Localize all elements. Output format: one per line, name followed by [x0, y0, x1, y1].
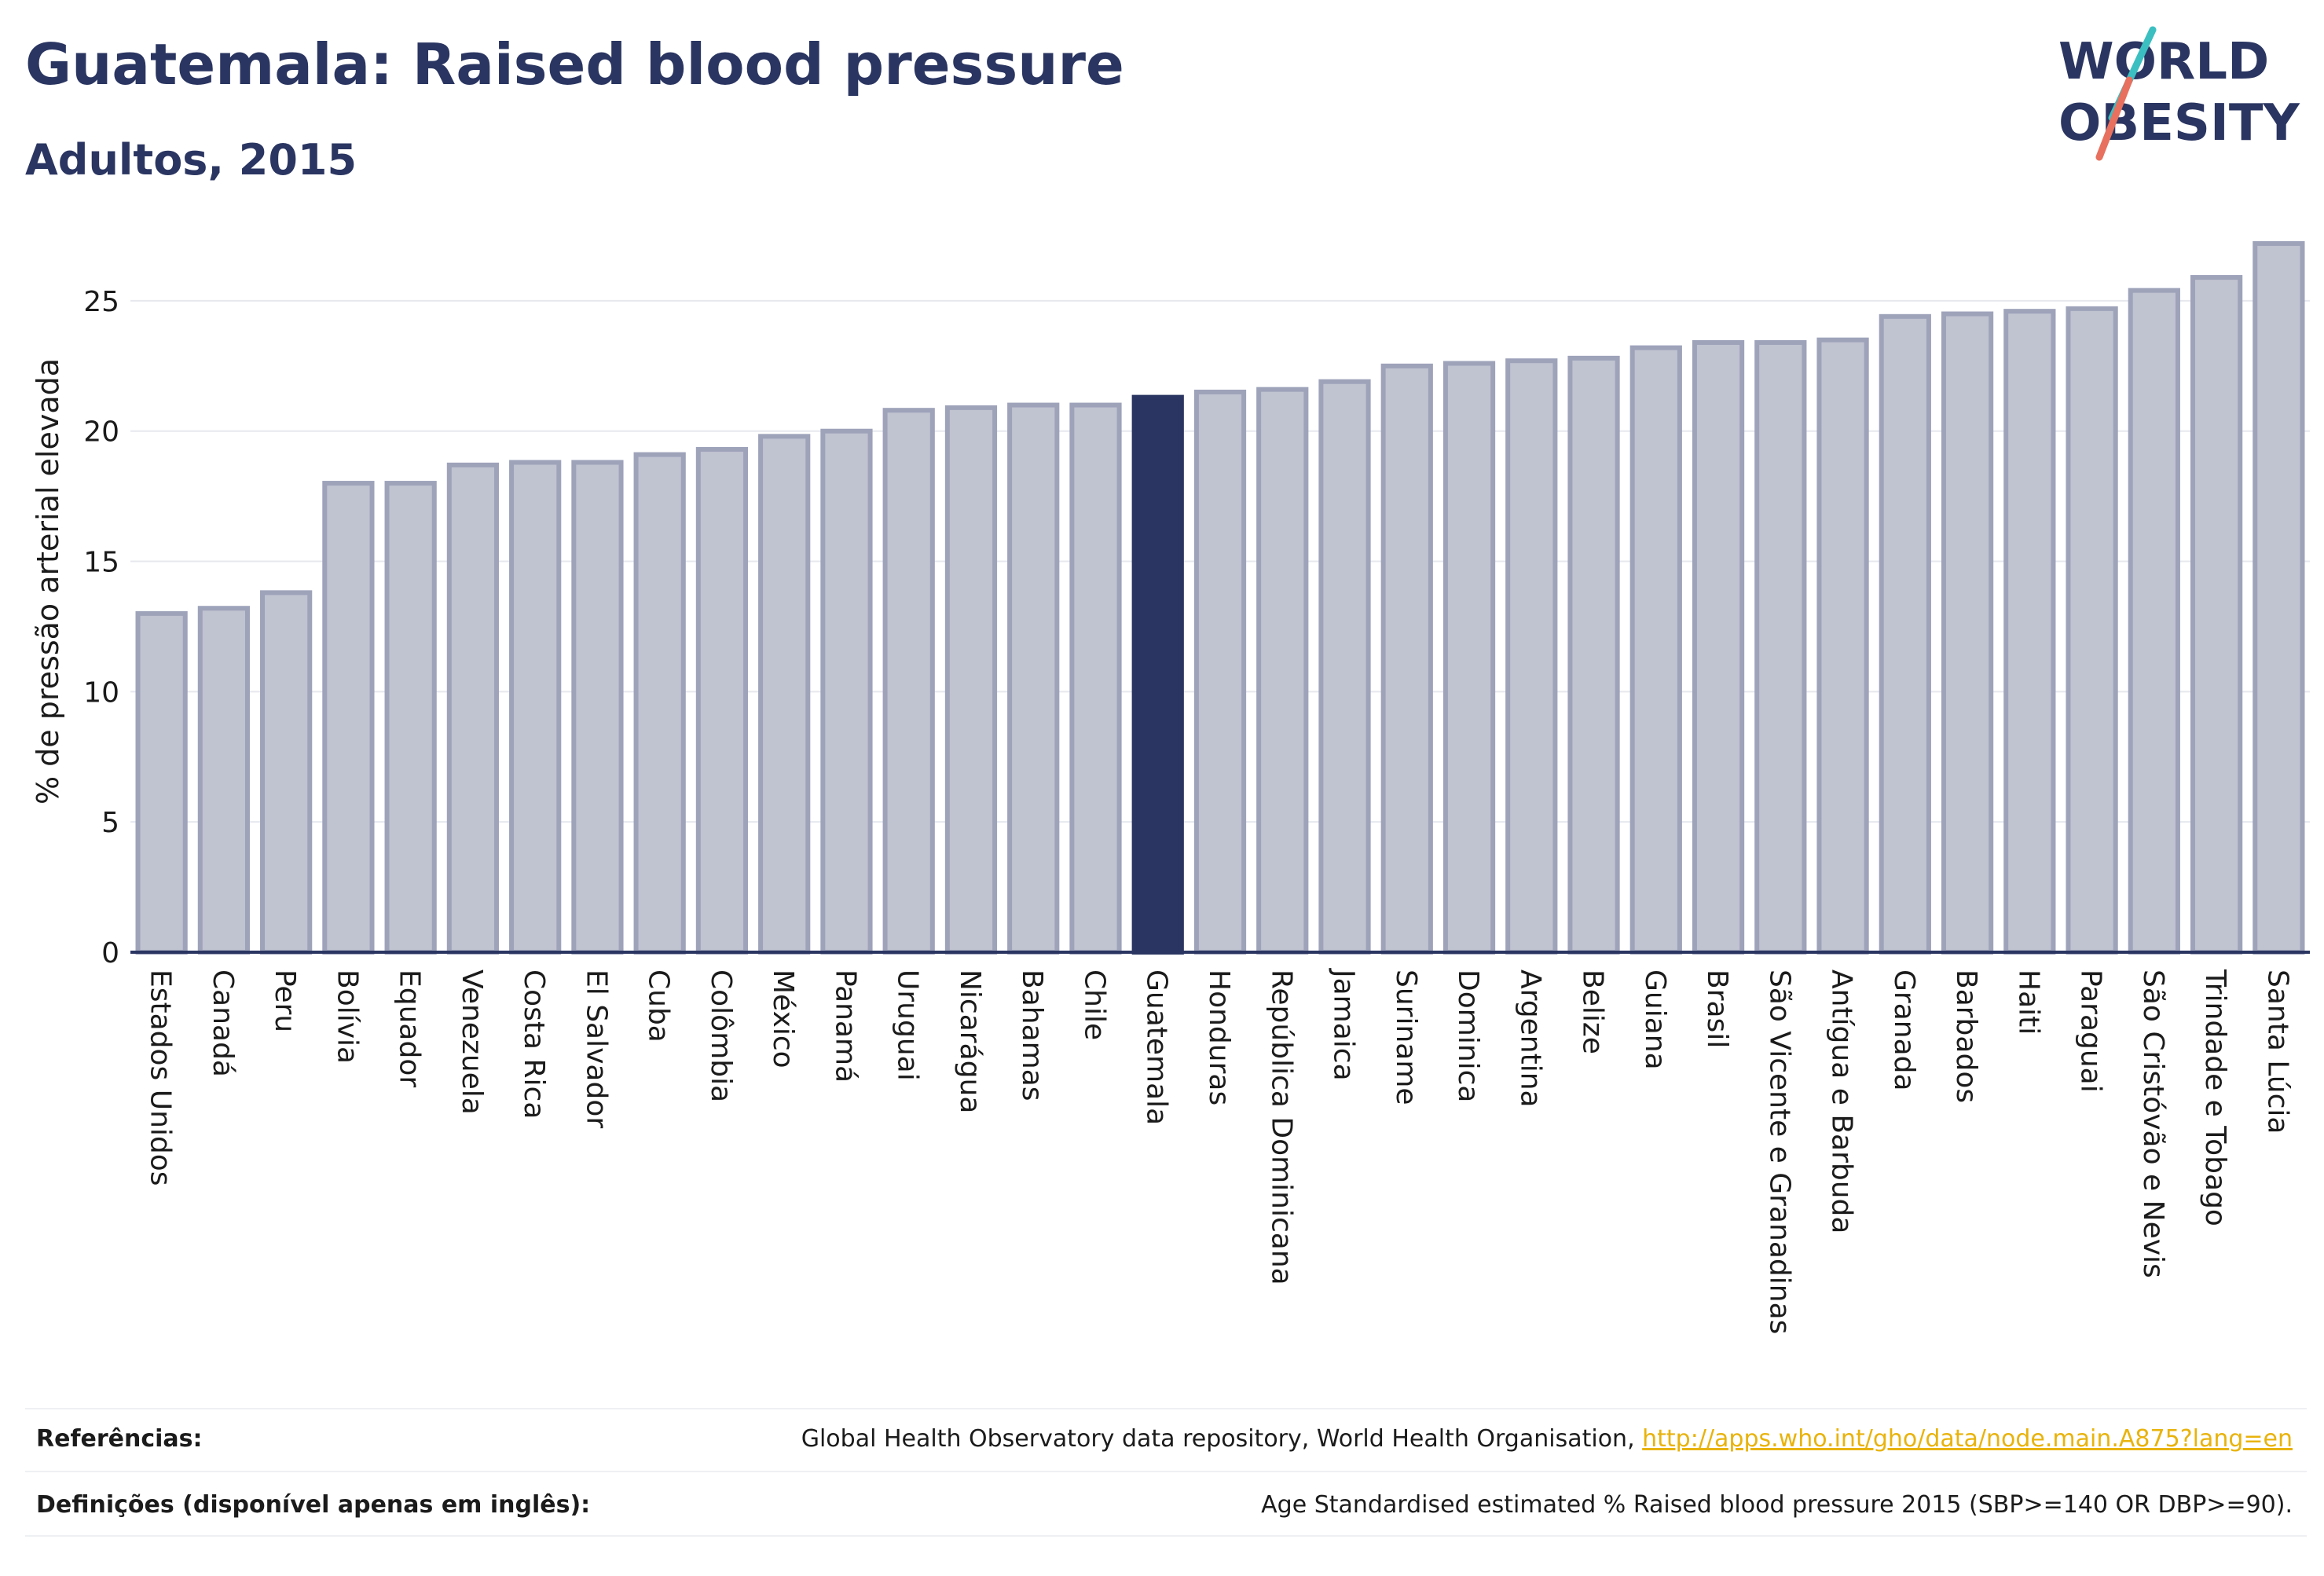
bar [571, 460, 624, 955]
x-tick-label: Dominica [1452, 969, 1484, 1103]
references-text: Global Health Observatory data repositor… [801, 1425, 1643, 1453]
x-tick-label: Honduras [1203, 969, 1235, 1105]
footer-divider-middle [25, 1471, 2307, 1472]
bar [695, 446, 749, 955]
x-tick-label: Trindade e Tobago [2199, 969, 2231, 1226]
bar [1816, 337, 1869, 955]
x-tick-label: Estados Unidos [145, 969, 177, 1186]
bar [1567, 355, 1620, 955]
x-tick-label: Brasil [1701, 969, 1733, 1048]
x-tick-label: Guiana [1639, 969, 1671, 1070]
y-tick-label: 20 [83, 416, 119, 449]
y-tick-label: 5 [101, 807, 119, 839]
x-tick-label: Venezuela [456, 969, 488, 1115]
x-tick-label: Argentina [1514, 969, 1546, 1108]
bar [1193, 389, 1247, 955]
bar [1941, 311, 1994, 955]
x-tick-label: República Dominicana [1265, 969, 1297, 1285]
bar-chart: 0 5 10 15 20 25 Estados Unidos Canadá Peru Bolívi… [31, 240, 2310, 1334]
bar [1380, 363, 1433, 955]
bar-highlight [1131, 394, 1184, 955]
bar [446, 462, 500, 955]
x-tick-label: Bahamas [1016, 969, 1048, 1101]
x-tick-label: Barbados [1950, 969, 1982, 1103]
x-tick-label: Panamá [829, 969, 861, 1083]
footer-divider-bottom [25, 1535, 2307, 1537]
x-tick-label: São Vicente e Granadinas [1763, 969, 1795, 1334]
x-tick-label: Paraguai [2075, 969, 2107, 1093]
x-tick-label: Peru [269, 969, 301, 1032]
x-tick-label: Guatemala [1141, 969, 1173, 1125]
bar [384, 481, 437, 955]
footer-divider-top [25, 1408, 2307, 1409]
bar [1069, 402, 1122, 955]
bar [1442, 361, 1496, 955]
world-obesity-logo: WORLD OBESITY [2058, 26, 2300, 161]
logo-line2: OBESITY [2058, 94, 2300, 152]
y-tick-label: 0 [101, 937, 119, 969]
x-tick-label: Canadá [207, 969, 239, 1077]
bar [2253, 240, 2305, 955]
bar [2003, 309, 2056, 955]
x-tick-label: México [767, 969, 799, 1068]
x-tick-label: Haiti [2012, 969, 2044, 1035]
x-tick-label: El Salvador [580, 969, 612, 1128]
bar [820, 428, 873, 955]
bar [509, 460, 562, 955]
logo-slash-coral [2095, 76, 2133, 161]
bar [944, 405, 998, 955]
bar [1007, 402, 1060, 955]
x-tick-label: Antígua e Barbuda [1826, 969, 1858, 1233]
references-link[interactable]: http://apps.who.int/gho/data/node.main.A… [1642, 1425, 2293, 1453]
x-tick-label: Jamaica [1328, 968, 1360, 1081]
bar [322, 481, 375, 955]
x-tick-label: São Cristóvão e Nevis [2137, 969, 2169, 1278]
bars [135, 240, 2305, 955]
page-title: Guatemala: Raised blood pressure [25, 31, 1124, 97]
references-value: Global Health Observatory data repositor… [801, 1425, 2293, 1453]
x-tick-label: Nicarágua [954, 969, 986, 1113]
bar [197, 606, 251, 955]
definitions-label: Definições (disponível apenas em inglês)… [36, 1491, 591, 1519]
x-tick-label: Equador [394, 969, 426, 1087]
x-tick-label: Bolívia [331, 969, 363, 1064]
axes: 0 5 10 15 20 25 Estados Unidos Canadá Peru Bolívi… [83, 286, 2310, 1334]
x-tick-label: Cuba [643, 969, 675, 1043]
x-tick-label: Suriname [1390, 969, 1422, 1105]
bar [2190, 275, 2243, 955]
bar [1879, 313, 1931, 955]
bar [2128, 288, 2180, 955]
y-axis-label: % de pressão arterial elevada [31, 358, 65, 804]
x-tick-label: Costa Rica [518, 969, 550, 1119]
x-tick-label: Santa Lúcia [2261, 969, 2293, 1134]
y-tick-label: 10 [83, 676, 119, 709]
bar [260, 590, 313, 955]
bar [1629, 345, 1682, 955]
references-label: Referências: [36, 1425, 203, 1453]
x-tick-label: Uruguai [892, 969, 924, 1081]
bar [758, 434, 811, 955]
bar [1505, 358, 1558, 955]
bar [1692, 339, 1745, 955]
y-tick-label: 25 [83, 286, 119, 318]
bar [1256, 387, 1309, 955]
x-tick-label: Colômbia [705, 969, 737, 1102]
x-tick-label: Granada [1888, 969, 1920, 1091]
bar [1754, 339, 1807, 955]
bar [135, 610, 188, 955]
bar [633, 452, 686, 955]
x-tick-label: Belize [1577, 969, 1609, 1054]
bar [882, 408, 935, 955]
page-subtitle: Adultos, 2015 [25, 135, 357, 185]
definitions-value: Age Standardised estimated % Raised bloo… [1261, 1491, 2293, 1519]
bar [2066, 306, 2118, 955]
x-tick-label: Chile [1078, 969, 1110, 1040]
y-tick-label: 15 [83, 547, 119, 579]
logo-line1: WORLD [2058, 33, 2269, 91]
bar [1318, 379, 1371, 955]
